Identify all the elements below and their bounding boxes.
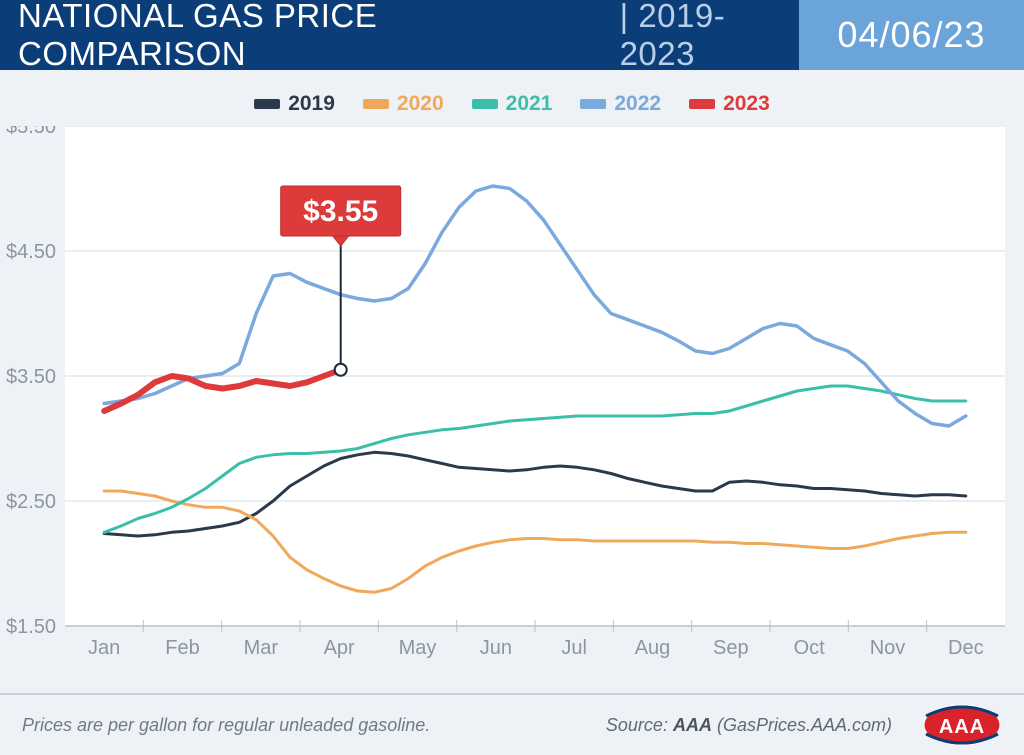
header-title-area: NATIONAL GAS PRICE COMPARISON | 2019-202… bbox=[0, 0, 799, 70]
svg-text:$4.50: $4.50 bbox=[6, 241, 56, 263]
svg-text:Jan: Jan bbox=[88, 637, 120, 659]
legend-label: 2022 bbox=[614, 92, 661, 116]
legend-swatch bbox=[580, 99, 606, 109]
svg-text:$1.50: $1.50 bbox=[6, 616, 56, 638]
legend-swatch bbox=[689, 99, 715, 109]
svg-text:Apr: Apr bbox=[324, 637, 355, 659]
title-main: NATIONAL GAS PRICE COMPARISON bbox=[18, 0, 610, 73]
line-chart: $5.50 $4.50 $3.50 $2.50 $1.50 Jan Feb Mar Apr May… bbox=[0, 126, 1006, 681]
legend-label: 2023 bbox=[723, 92, 770, 116]
legend-item: 2022 bbox=[580, 92, 661, 116]
svg-text:Jun: Jun bbox=[480, 637, 512, 659]
legend-item: 2019 bbox=[254, 92, 335, 116]
legend-label: 2020 bbox=[397, 92, 444, 116]
legend-item: 2023 bbox=[689, 92, 770, 116]
svg-text:Dec: Dec bbox=[948, 637, 984, 659]
header-date: 04/06/23 bbox=[799, 0, 1024, 70]
title-range: | 2019-2023 bbox=[620, 0, 799, 73]
footer-source: Source: AAA (GasPrices.AAA.com) bbox=[606, 715, 892, 736]
svg-text:Feb: Feb bbox=[165, 637, 199, 659]
svg-text:May: May bbox=[399, 637, 437, 659]
legend-item: 2020 bbox=[363, 92, 444, 116]
chart-area: $5.50 $4.50 $3.50 $2.50 $1.50 Jan Feb Mar Apr May… bbox=[0, 126, 1006, 681]
svg-text:Oct: Oct bbox=[794, 637, 826, 659]
legend-item: 2021 bbox=[472, 92, 553, 116]
footer-note: Prices are per gallon for regular unlead… bbox=[22, 715, 606, 736]
legend-label: 2019 bbox=[288, 92, 335, 116]
aaa-logo: AAA bbox=[922, 702, 1002, 748]
svg-text:Jul: Jul bbox=[561, 637, 587, 659]
svg-text:$3.50: $3.50 bbox=[6, 366, 56, 388]
svg-text:Nov: Nov bbox=[870, 637, 906, 659]
legend-swatch bbox=[472, 99, 498, 109]
footer: Prices are per gallon for regular unlead… bbox=[0, 693, 1024, 755]
legend: 2019 2020 2021 2022 2023 bbox=[0, 70, 1024, 126]
svg-text:Mar: Mar bbox=[244, 637, 279, 659]
legend-swatch bbox=[363, 99, 389, 109]
legend-label: 2021 bbox=[506, 92, 553, 116]
svg-text:AAA: AAA bbox=[939, 716, 985, 738]
svg-text:Sep: Sep bbox=[713, 637, 749, 659]
header-bar: NATIONAL GAS PRICE COMPARISON | 2019-202… bbox=[0, 0, 1024, 70]
legend-swatch bbox=[254, 99, 280, 109]
svg-text:Aug: Aug bbox=[635, 637, 671, 659]
svg-text:$2.50: $2.50 bbox=[6, 491, 56, 513]
svg-text:$5.50: $5.50 bbox=[6, 126, 56, 138]
svg-text:$3.55: $3.55 bbox=[303, 195, 378, 228]
